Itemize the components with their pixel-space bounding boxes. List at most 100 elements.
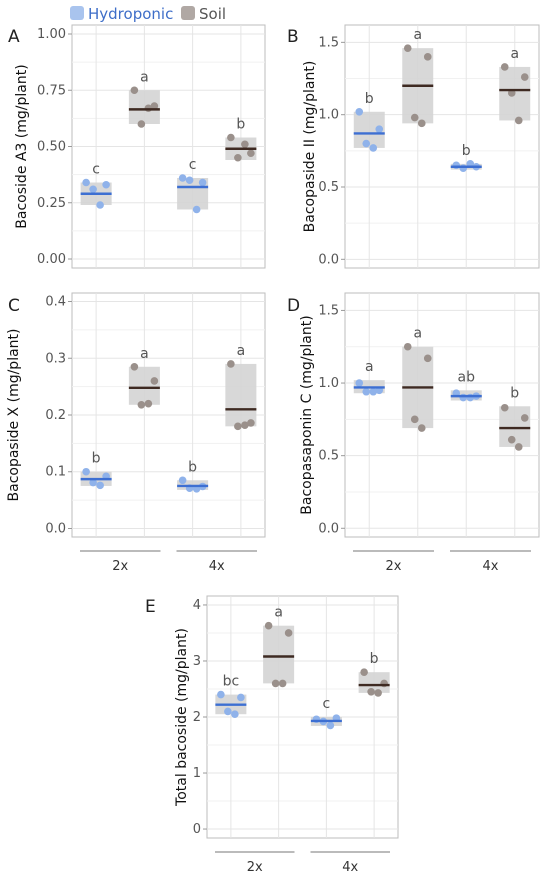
- box-soil: [358, 672, 390, 693]
- significance-label: b: [92, 451, 101, 467]
- y-tick-label: 1.00: [37, 27, 66, 42]
- significance-label: bc: [223, 674, 240, 690]
- significance-label: a: [237, 343, 246, 359]
- data-point-hydroponic: [178, 174, 187, 182]
- data-point-soil: [514, 443, 523, 451]
- data-point-soil: [520, 73, 529, 81]
- significance-label: c: [92, 162, 100, 178]
- data-point-soil: [360, 668, 368, 676]
- data-point-soil: [514, 116, 523, 125]
- data-point-hydroponic: [82, 178, 90, 187]
- significance-label: b: [510, 385, 519, 401]
- data-point-hydroponic: [224, 707, 232, 716]
- data-point-soil: [227, 360, 235, 368]
- data-point-soil: [367, 687, 375, 696]
- data-point-hydroponic: [459, 393, 468, 402]
- y-tick-label: 1.0: [318, 108, 339, 123]
- panel-letter: B: [287, 27, 299, 47]
- y-tick-label: 1.5: [318, 303, 339, 318]
- data-point-soil: [417, 119, 426, 128]
- y-tick-label: 0.00: [37, 252, 66, 267]
- data-point-hydroponic: [459, 164, 468, 172]
- y-tick-label: 0: [193, 822, 201, 837]
- data-point-soil: [241, 140, 249, 149]
- box-soil: [225, 363, 257, 427]
- legend-swatch-soil: [181, 6, 195, 20]
- significance-label: b: [236, 117, 245, 133]
- significance-label: c: [323, 696, 331, 712]
- legend-label-soil: Soil: [199, 5, 226, 23]
- data-point-soil: [500, 403, 509, 412]
- panel-letter: A: [8, 27, 20, 47]
- y-tick-label: 0.75: [37, 83, 66, 98]
- panel-letter: C: [8, 296, 20, 316]
- significance-label: c: [189, 157, 197, 173]
- y-tick-label: 0.3: [45, 351, 66, 366]
- data-point-soil: [423, 53, 432, 61]
- data-point-hydroponic: [326, 721, 335, 730]
- data-point-hydroponic: [362, 139, 371, 148]
- data-point-soil: [137, 120, 146, 128]
- y-tick-label: 2: [193, 710, 201, 725]
- y-tick-label: 3: [193, 654, 201, 669]
- data-point-soil: [150, 377, 159, 385]
- data-point-hydroponic: [198, 178, 207, 187]
- data-point-soil: [417, 424, 426, 432]
- data-point-soil: [403, 44, 412, 52]
- data-point-soil: [241, 421, 249, 430]
- data-point-soil: [423, 354, 432, 363]
- data-point-hydroponic: [237, 693, 245, 702]
- x-tick-label: 2x: [247, 860, 263, 875]
- data-point-soil: [403, 342, 412, 351]
- data-point-soil: [144, 399, 153, 408]
- y-tick-label: 1: [193, 766, 201, 781]
- data-point-hydroponic: [362, 387, 371, 396]
- data-point-soil: [410, 415, 419, 424]
- data-point-soil: [500, 63, 509, 71]
- y-tick-label: 0.25: [37, 196, 66, 211]
- legend: Hydroponic Soil: [70, 5, 226, 23]
- data-point-soil: [284, 629, 293, 637]
- panel-e: 0 1 2 3 4 E Total bacoside (mg/plant) 2x 4x bc c a b: [145, 595, 399, 875]
- y-axis-label: Bacopasaponin C (mg/plant): [299, 315, 315, 514]
- data-point-hydroponic: [89, 185, 97, 194]
- y-tick-label: 1.5: [318, 35, 339, 50]
- y-tick-label: 1.0: [318, 376, 339, 391]
- data-point-soil: [264, 621, 273, 630]
- data-point-hydroponic: [217, 690, 225, 699]
- data-point-soil: [278, 679, 287, 688]
- y-axis-label: Bacopaside X (mg/plant): [6, 329, 22, 502]
- significance-label: a: [140, 346, 149, 362]
- data-point-soil: [227, 133, 235, 142]
- panel-letter: E: [145, 597, 156, 617]
- data-point-soil: [410, 113, 419, 122]
- significance-label: a: [510, 46, 519, 62]
- panels: 0.00 0.25 0.5 0 0.75 1.00 A Bacoside A3 (mg/pla…: [6, 24, 540, 875]
- y-axis-label: Total bacoside (mg/plant): [174, 628, 190, 807]
- x-tick-label: 4x: [209, 559, 225, 574]
- significance-label: a: [274, 605, 283, 621]
- y-tick-label: 0.0: [318, 252, 339, 267]
- significance-label: b: [365, 91, 374, 107]
- data-point-soil: [234, 153, 242, 162]
- data-point-soil: [271, 679, 280, 688]
- data-point-hydroponic: [452, 161, 461, 170]
- data-point-hydroponic: [355, 379, 364, 387]
- y-axis-label: Bacoside A3 (mg/plant): [14, 64, 30, 228]
- y-tick-label: 0.2: [45, 408, 66, 423]
- y-tick-label: 0.4: [45, 295, 66, 310]
- y-tick-label: 4: [193, 598, 201, 613]
- data-point-hydroponic: [102, 180, 110, 189]
- significance-label: b: [462, 143, 471, 159]
- data-point-hydroponic: [96, 481, 104, 490]
- x-tick-label: 4x: [342, 860, 358, 875]
- legend-swatch-hydroponic: [70, 6, 84, 20]
- y-tick-label: 0.0: [45, 521, 66, 536]
- data-point-soil: [507, 435, 516, 444]
- data-point-hydroponic: [89, 478, 97, 487]
- significance-label: a: [140, 69, 149, 85]
- data-point-hydroponic: [231, 710, 239, 718]
- data-point-soil: [247, 149, 255, 158]
- y-tick-label: 0.5: [318, 180, 339, 195]
